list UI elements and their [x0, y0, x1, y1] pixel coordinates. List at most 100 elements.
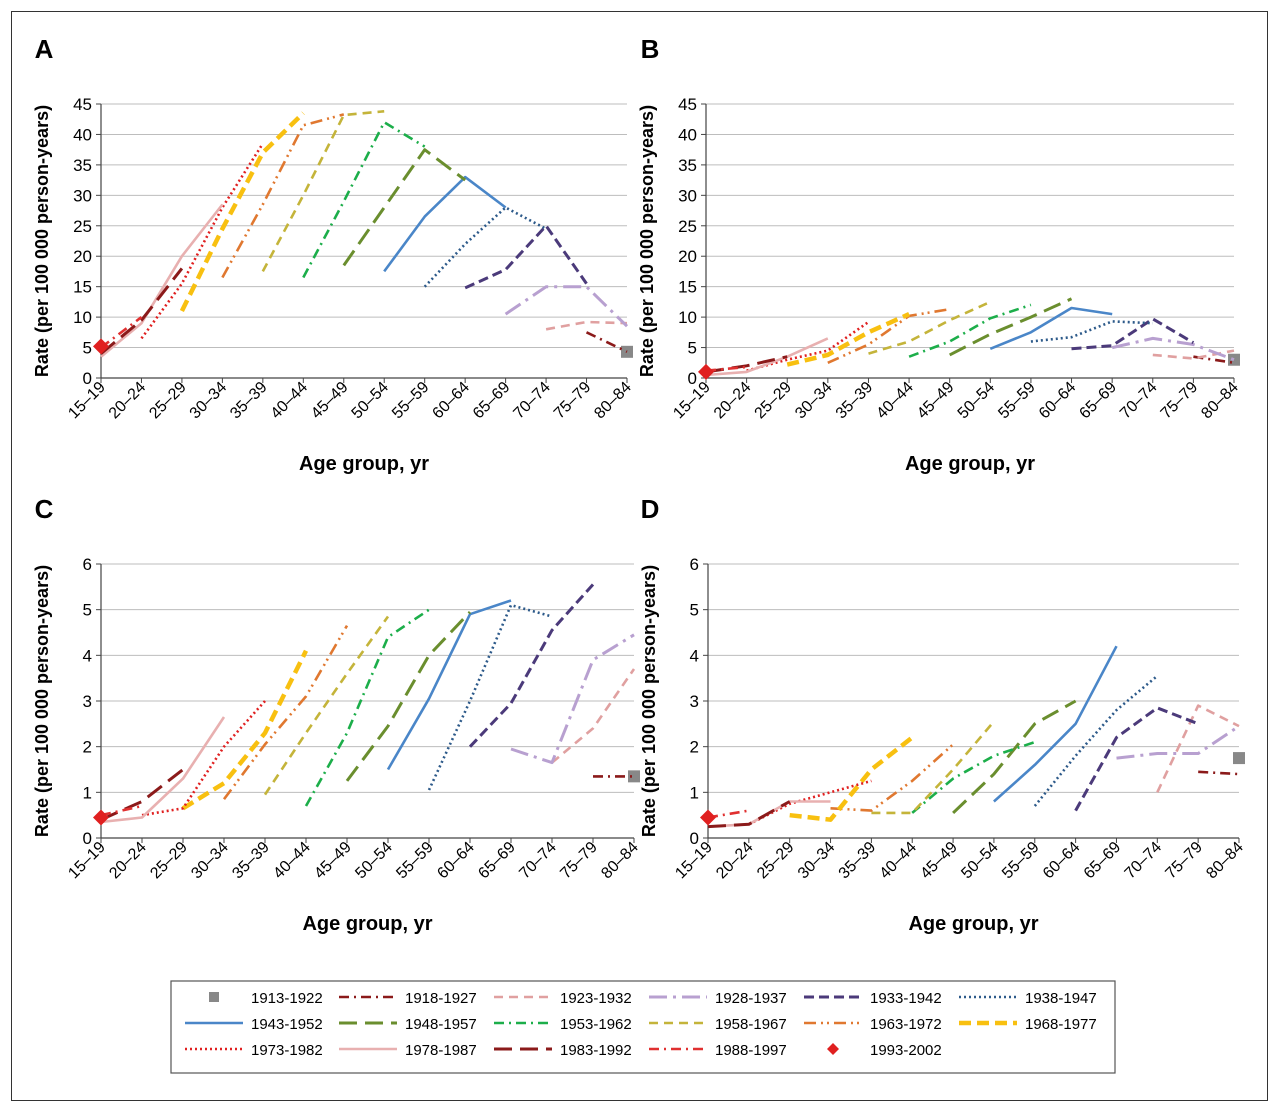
x-tick-label: 60–64 [429, 379, 473, 423]
panel-label: D [641, 494, 660, 524]
series-1923-1932-line [551, 668, 636, 764]
x-tick-label: 25–29 [147, 839, 191, 883]
series-1953-1962-line [911, 740, 1036, 814]
x-tick-label: 35–39 [833, 379, 877, 423]
legend: 1913-1922 1918-1927 1923-1932 1928-1937 1933… [170, 980, 1116, 1074]
series-1953-1962-line [304, 608, 430, 807]
series-1913-1922-marker [1233, 752, 1245, 765]
x-tick-label: 70–74 [516, 839, 560, 883]
legend-label: 1978-1987 [405, 1042, 477, 1059]
y-axis-title: Rate (per 100 000 person-years) [637, 105, 657, 377]
x-tick-label: 55–59 [995, 379, 1039, 423]
series-1913-1922-marker [1228, 353, 1240, 366]
x-tick-label: 45–49 [914, 379, 958, 423]
x-tick-label: 75–79 [1162, 839, 1206, 883]
y-tick-label: 20 [73, 247, 92, 266]
series-1973-1982-line [140, 142, 264, 340]
series-1973-1982-line [141, 700, 266, 817]
x-tick-label: 60–64 [1040, 839, 1084, 883]
series-1938-1947-line [423, 206, 547, 288]
y-tick-label: 5 [690, 601, 699, 620]
x-axis-title: Age group, yr [908, 913, 1038, 935]
legend-marker-1993-2002 [827, 1043, 839, 1055]
y-tick-label: 35 [73, 156, 92, 175]
y-tick-label: 25 [678, 217, 697, 236]
series-1958-1967-line [263, 615, 390, 796]
legend-label: 1988-1997 [715, 1042, 787, 1059]
series-1943-1952-line [993, 645, 1118, 803]
x-tick-label: 30–34 [188, 839, 232, 883]
x-tick-label: 30–34 [792, 379, 836, 423]
panel-label: A [35, 34, 54, 64]
x-tick-label: 35–39 [229, 839, 273, 883]
legend-label: 1943-1952 [251, 1016, 323, 1033]
y-tick-label: 5 [688, 339, 697, 358]
x-tick-label: 70–74 [1117, 379, 1161, 423]
series-1928-1937-line [1116, 724, 1240, 760]
y-tick-label: 0 [688, 369, 697, 388]
series-1988-1997-line [100, 804, 143, 817]
legend-label: 1913-1922 [251, 990, 323, 1007]
chart-panel-d: D012345615–1920–2425–2930–3435–3940–4445… [639, 494, 1247, 935]
series-1958-1967-line [868, 300, 991, 355]
y-tick-label: 25 [73, 217, 92, 236]
y-tick-label: 45 [678, 95, 697, 114]
series-1963-1972-line [221, 113, 345, 279]
series-1923-1932-line [1156, 704, 1240, 793]
x-tick-label: 80–84 [1203, 839, 1247, 883]
series-1933-1942-line [464, 224, 588, 290]
series-1968-1977-line [179, 111, 305, 312]
x-axis-title: Age group, yr [302, 913, 432, 935]
x-tick-label: 70–74 [1122, 839, 1166, 883]
x-tick-label: 25–29 [752, 379, 796, 423]
figure-frame [11, 11, 1268, 1101]
y-tick-label: 0 [690, 829, 699, 848]
x-tick-label: 25–29 [146, 379, 190, 423]
x-tick-label: 50–54 [349, 379, 393, 423]
chart-panel-b: B05101520253035404515–1920–2425–2930–343… [637, 34, 1242, 475]
x-tick-label: 50–54 [958, 839, 1002, 883]
x-tick-label: 40–44 [877, 839, 921, 883]
series-1928-1937-line [1111, 336, 1235, 362]
y-tick-label: 0 [83, 369, 92, 388]
series-1943-1952-line [386, 599, 512, 771]
y-tick-label: 6 [690, 555, 699, 574]
x-tick-label: 45–49 [311, 839, 355, 883]
x-tick-label: 50–54 [352, 839, 396, 883]
y-axis-title: Rate (per 100 000 person-years) [639, 565, 659, 837]
y-tick-label: 5 [83, 339, 92, 358]
x-tick-label: 20–24 [106, 839, 150, 883]
series-1988-1997-line [705, 365, 747, 372]
series-1943-1952-line [989, 306, 1113, 351]
legend-label: 1973-1982 [251, 1042, 323, 1059]
series-1933-1942-line [468, 583, 595, 748]
x-tick-label: 40–44 [873, 379, 917, 423]
legend-label: 1953-1962 [560, 1016, 632, 1033]
legend-label: 1968-1977 [1025, 1016, 1097, 1033]
series-1993-2002-marker [700, 809, 716, 826]
series-1978-1987-line [100, 203, 224, 358]
series-1988-1997-line [100, 316, 143, 349]
legend-label: 1938-1947 [1025, 990, 1097, 1007]
y-tick-label: 30 [73, 186, 92, 205]
series-1983-1992-line [707, 800, 791, 829]
series-1983-1992-line [705, 355, 788, 374]
y-tick-label: 5 [83, 601, 92, 620]
x-tick-label: 75–79 [557, 839, 601, 883]
legend-label: 1948-1957 [405, 1016, 477, 1033]
series-1923-1932-line [545, 320, 628, 331]
x-tick-label: 40–44 [268, 379, 312, 423]
x-tick-label: 25–29 [754, 839, 798, 883]
y-tick-label: 15 [73, 278, 92, 297]
series-1963-1972-line [222, 624, 349, 800]
series-1948-1957-line [342, 148, 467, 267]
legend-label: 1933-1942 [870, 990, 942, 1007]
x-tick-label: 30–34 [795, 839, 839, 883]
series-1948-1957-line [952, 699, 1077, 814]
x-tick-label: 55–59 [389, 379, 433, 423]
x-tick-label: 75–79 [551, 379, 595, 423]
x-tick-label: 30–34 [187, 379, 231, 423]
chart-panel-c: C012345615–1920–2425–2930–3435–3940–4445… [32, 494, 642, 935]
series-1938-1947-line [1033, 674, 1159, 807]
x-tick-label: 75–79 [1158, 379, 1202, 423]
